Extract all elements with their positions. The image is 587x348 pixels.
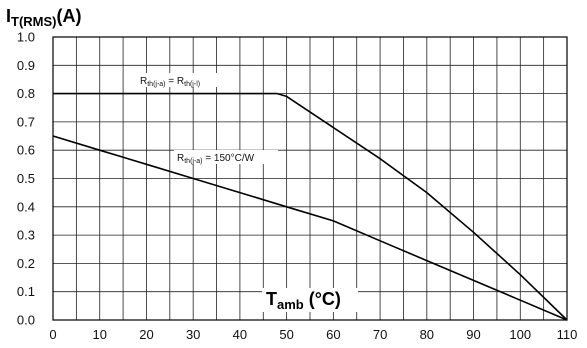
series-2-label: Rth(j-a) = 150°C/W xyxy=(177,153,255,165)
x-tick-label: 100 xyxy=(509,327,531,342)
x-tick-label: 50 xyxy=(279,327,293,342)
y-tick-label: 0.1 xyxy=(17,284,35,299)
x-tick-label: 0 xyxy=(49,327,56,342)
x-tick-label: 110 xyxy=(557,327,578,342)
x-axis-label-background xyxy=(262,288,358,312)
x-tick-label: 40 xyxy=(233,327,247,342)
y-tick-label: 0.6 xyxy=(17,143,35,158)
series-1-label: Rth(j-a) = Rth(j-l) xyxy=(140,76,200,88)
y-tick-labels: 0.0 0.1 0.2 0.3 0.4 0.5 0.6 0.7 0.8 0.9 1.0 xyxy=(17,30,35,328)
y-tick-label: 0.2 xyxy=(17,256,35,271)
x-tick-label: 60 xyxy=(326,327,340,342)
x-tick-label: 20 xyxy=(139,327,153,342)
y-tick-label: 0.0 xyxy=(17,313,35,328)
y-axis-label: IT(RMS)(A) xyxy=(6,6,82,29)
y-tick-label: 0.5 xyxy=(17,171,35,186)
y-tick-label: 0.4 xyxy=(17,199,35,214)
grid xyxy=(53,37,567,320)
y-tick-label: 0.8 xyxy=(17,86,35,101)
series-2-label-background xyxy=(174,150,278,164)
y-tick-label: 1.0 xyxy=(17,30,35,45)
x-tick-label: 30 xyxy=(186,327,200,342)
y-tick-label: 0.3 xyxy=(17,228,35,243)
plot-frame xyxy=(52,36,568,321)
x-tick-label: 10 xyxy=(92,327,106,342)
x-axis-label: Tamb (°C) xyxy=(266,289,341,312)
x-tick-labels: 0 10 20 30 40 50 60 70 80 90 100 110 xyxy=(49,327,577,342)
series-group xyxy=(52,92,568,321)
series-line-1 xyxy=(53,92,568,321)
x-tick-label: 90 xyxy=(466,327,480,342)
series-line-2 xyxy=(52,135,568,321)
y-tick-label: 0.9 xyxy=(17,58,35,73)
x-tick-label: 80 xyxy=(420,327,434,342)
series-1-label-background xyxy=(137,73,237,87)
y-tick-label: 0.7 xyxy=(17,114,35,129)
x-tick-label: 70 xyxy=(373,327,387,342)
